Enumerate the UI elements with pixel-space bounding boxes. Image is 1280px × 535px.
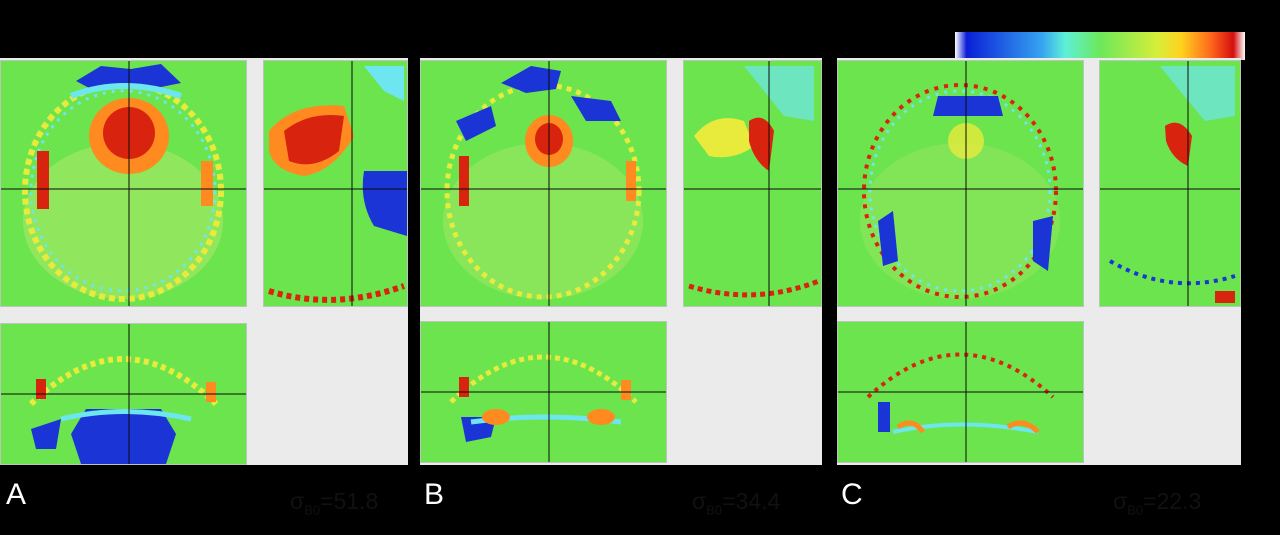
sigma-subscript: B0 xyxy=(304,502,321,518)
panel-c: σB0=22.3 xyxy=(837,58,1241,518)
sigma-symbol: σ xyxy=(290,488,305,514)
coronal-view xyxy=(420,321,667,463)
sigma-b0-label: σB0=34.4 xyxy=(692,488,780,518)
sigma-symbol: σ xyxy=(692,488,707,514)
sigma-b0-label: σB0=51.8 xyxy=(290,488,378,518)
coronal-view xyxy=(837,321,1084,463)
coronal-view xyxy=(0,323,247,465)
axial-view xyxy=(837,60,1084,307)
panel-letter-b: B xyxy=(424,478,445,511)
sigma-value: =51.8 xyxy=(320,488,379,514)
sagittal-view xyxy=(263,60,408,307)
sigma-b0-label: σB0=22.3 xyxy=(1113,488,1201,518)
sagittal-view xyxy=(1099,60,1241,307)
panel-letter-c: C xyxy=(841,478,863,511)
sigma-subscript: B0 xyxy=(1127,502,1144,518)
axial-view xyxy=(0,60,247,307)
panel-a: σB0=51.8 xyxy=(0,58,408,518)
panel-b: σB0=34.4 xyxy=(420,58,822,518)
sigma-subscript: B0 xyxy=(706,502,723,518)
colorbar xyxy=(955,32,1245,60)
axial-view xyxy=(420,60,667,307)
sagittal-view xyxy=(683,60,822,307)
sigma-symbol: σ xyxy=(1113,488,1128,514)
sigma-value: =22.3 xyxy=(1143,488,1202,514)
sigma-value: =34.4 xyxy=(722,488,781,514)
panel-letter-a: A xyxy=(6,478,27,511)
